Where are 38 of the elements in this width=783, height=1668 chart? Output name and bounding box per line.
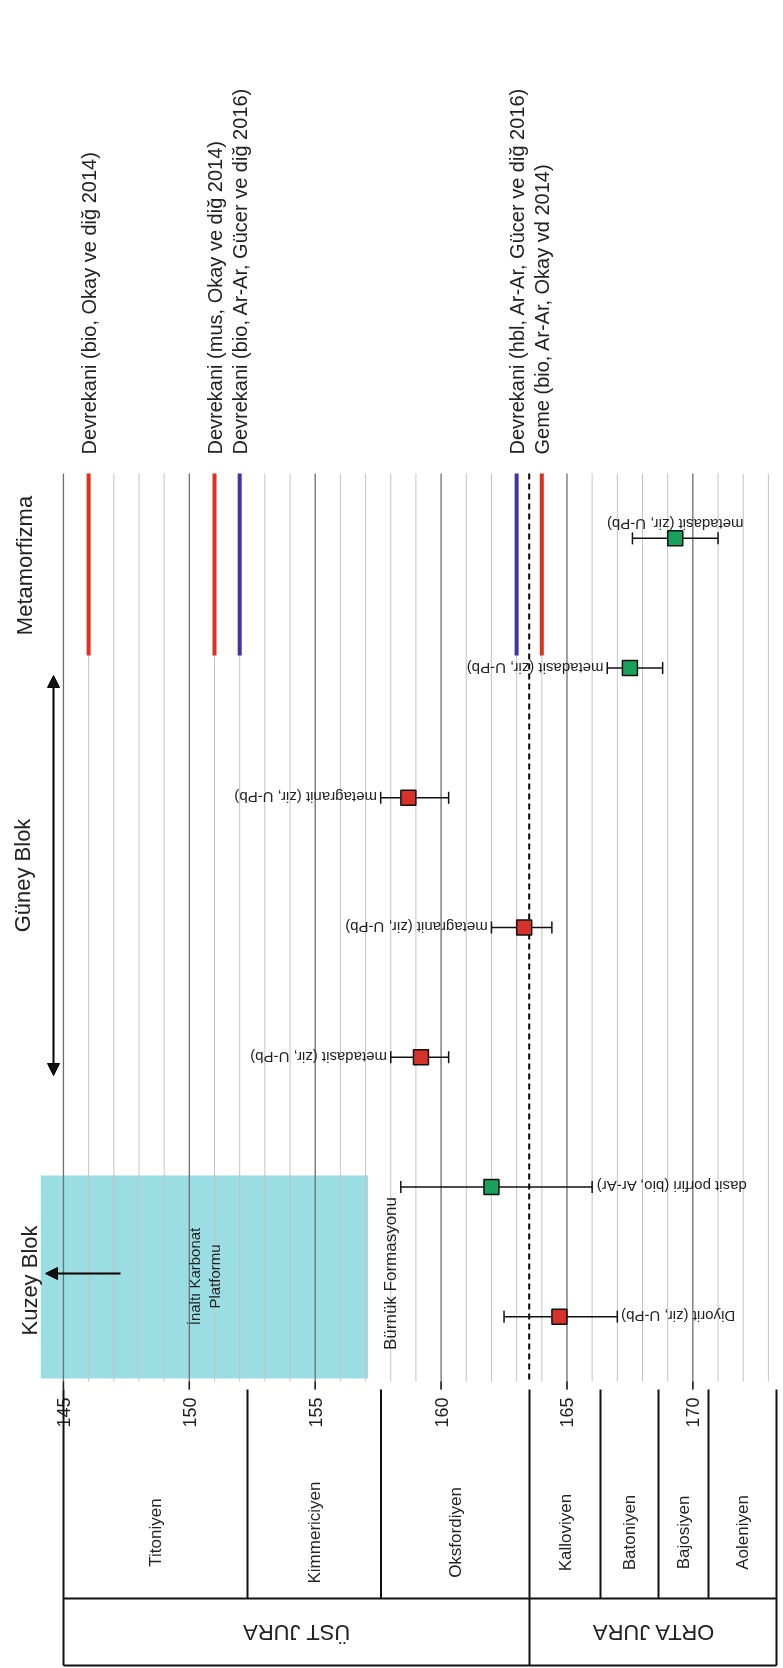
x-tick-label: 160	[431, 1397, 452, 1428]
point	[400, 789, 417, 807]
y-tick-label: dasit porfiri (bio, Ar-Ar)	[596, 1178, 747, 1196]
x-tick-label: 150	[179, 1397, 200, 1428]
point	[515, 919, 533, 936]
text: Oksfordiyen	[445, 1487, 465, 1578]
ref-line-label: Devrekani (hbl, Ar-Ar, Gücer ve diğ 2016)	[505, 88, 528, 455]
point	[483, 1178, 500, 1196]
y-tick-label: metadasit (zir, U-Pb)	[606, 515, 744, 533]
annotation: Güney Blok	[10, 817, 35, 933]
y-tick-label: Diyorit (zir, U-Pb)	[621, 1308, 736, 1326]
ref-line-label: Devrekani (mus, Okay ve diğ 2014)	[203, 141, 226, 455]
ref-line-label: Devrekani (bio, Okay ve diğ 2014)	[77, 152, 100, 455]
text: ÜST JURA	[242, 1620, 351, 1645]
annotation: Metamorfizma	[12, 495, 37, 636]
text: Kimmericiyen	[304, 1481, 324, 1584]
band-label: İnaltı Karbonat Platformu	[185, 1226, 224, 1326]
ref-line-label: Geme (bio, Ar-Ar, Okay vd 2014)	[530, 164, 553, 455]
annotation: Bürnük Formasyonu	[381, 1196, 400, 1351]
y-tick-label: metagranit (zir, U-Pb)	[345, 919, 488, 936]
text: Batoniyen	[620, 1494, 639, 1571]
text: Aoleniyen	[733, 1495, 752, 1570]
text: Bajosiyen	[674, 1495, 693, 1570]
y-tick-label: metagranit (zir, U-Pb)	[234, 789, 377, 807]
point	[621, 659, 639, 677]
x-tick-label: 165	[557, 1397, 578, 1428]
y-tick-label: metadasit (zir, U-Pb)	[250, 1048, 387, 1066]
annotation: Kuzey Blok	[17, 1224, 42, 1336]
text: Kalloviyen	[555, 1493, 575, 1572]
x-tick-label: 170	[683, 1397, 704, 1428]
point	[666, 530, 684, 547]
point	[551, 1308, 568, 1325]
y-tick-label: metadasit (zir, U-Pb)	[466, 659, 604, 677]
text: ORTA JURA	[592, 1620, 715, 1645]
x-tick-label: 155	[305, 1397, 326, 1428]
text: Titoniyen	[146, 1498, 165, 1567]
point	[412, 1048, 430, 1066]
ref-line-label: Devrekani (bio, Ar-Ar, Gücer ve diğ 2016)	[228, 88, 251, 455]
